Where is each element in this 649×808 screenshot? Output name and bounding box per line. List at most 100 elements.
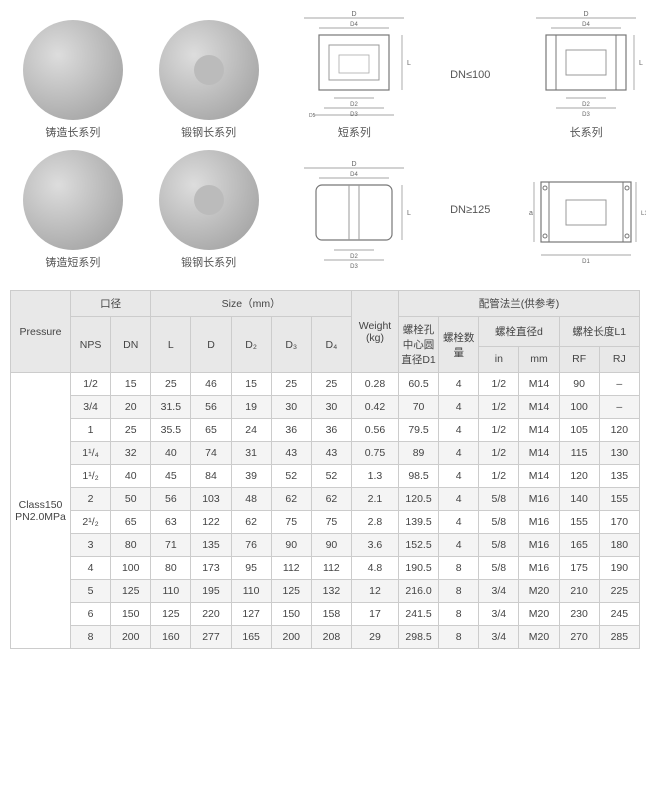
image-row-2: 铸造短系列 锻钢长系列 D D4 L D2: [10, 150, 649, 270]
cell-mm: M14: [519, 373, 559, 396]
cell-n: 4: [439, 488, 479, 511]
th-bolt-circle: 螺栓孔中心圆直径D1: [398, 317, 438, 373]
cell-D2: 95: [231, 557, 271, 580]
th-mm: mm: [519, 346, 559, 372]
svg-text:L: L: [639, 60, 643, 67]
cell-w: 3.6: [351, 534, 398, 557]
cell-nps: 6: [71, 603, 111, 626]
cell-dn: 125: [111, 580, 151, 603]
cell-mm: M14: [519, 396, 559, 419]
cell-D4: 90: [311, 534, 351, 557]
cell-D4: 208: [311, 626, 351, 649]
cell-n: 8: [439, 603, 479, 626]
image-cell: 锻钢长系列: [159, 20, 259, 140]
cell-D: 173: [191, 557, 231, 580]
svg-text:D4: D4: [582, 22, 590, 28]
cell-D4: 36: [311, 419, 351, 442]
cell-D3: 25: [271, 373, 311, 396]
cell-w: 2.1: [351, 488, 398, 511]
cell-D4: 30: [311, 396, 351, 419]
cell-w: 4.8: [351, 557, 398, 580]
cell-rj: 170: [599, 511, 639, 534]
svg-text:D2: D2: [350, 102, 358, 108]
cell-D: 56: [191, 396, 231, 419]
cell-dn: 15: [111, 373, 151, 396]
cell-D2: 31: [231, 442, 271, 465]
cell-nps: 1¹/₂: [71, 465, 111, 488]
cell-D3: 125: [271, 580, 311, 603]
cell-n: 4: [439, 534, 479, 557]
cell-d1: 120.5: [398, 488, 438, 511]
cell-nps: 3: [71, 534, 111, 557]
th-weight: Weight (kg): [351, 291, 398, 373]
cell-nps: 1¹/₄: [71, 442, 111, 465]
cell-L: 63: [151, 511, 191, 534]
cell-D3: 200: [271, 626, 311, 649]
cell-nps: 3/4: [71, 396, 111, 419]
cell-in: 5/8: [479, 534, 519, 557]
cell-in: 3/4: [479, 626, 519, 649]
cell-D3: 43: [271, 442, 311, 465]
cell-dn: 25: [111, 419, 151, 442]
cell-mm: M16: [519, 534, 559, 557]
cell-dn: 40: [111, 465, 151, 488]
th-rf: RF: [559, 346, 599, 372]
cell-mm: M16: [519, 511, 559, 534]
cell-d1: 79.5: [398, 419, 438, 442]
image-cell: D D4 L D2 D3 长系列: [526, 10, 646, 140]
svg-text:L: L: [407, 60, 411, 67]
cell-nps: 1/2: [71, 373, 111, 396]
svg-text:L1: L1: [641, 211, 646, 217]
cell-D3: 30: [271, 396, 311, 419]
cell-mm: M20: [519, 580, 559, 603]
cell-D4: 25: [311, 373, 351, 396]
valve-photo-cast-long: [23, 20, 123, 120]
diagram-long-series: D D4 L D2 D3: [526, 10, 646, 120]
table-row: 1¹/₂4045843952521.398.541/2M14120135: [11, 465, 640, 488]
cell-rf: 210: [559, 580, 599, 603]
cell-dn: 200: [111, 626, 151, 649]
th-D4: D₄: [311, 317, 351, 373]
cell-d1: 139.5: [398, 511, 438, 534]
svg-text:D: D: [352, 11, 357, 18]
table-row: 12535.5652436360.5679.541/2M14105120: [11, 419, 640, 442]
cell-D2: 24: [231, 419, 271, 442]
svg-text:L: L: [407, 210, 411, 217]
cell-in: 1/2: [479, 465, 519, 488]
svg-text:D3: D3: [350, 264, 358, 270]
cell-rj: 120: [599, 419, 639, 442]
svg-text:a: a: [529, 210, 533, 217]
dn-note: DN≤100: [450, 69, 490, 81]
table-row: 615012522012715015817241.583/4M20230245: [11, 603, 640, 626]
cell-rj: 285: [599, 626, 639, 649]
spec-table: Pressure 口径 Size（mm） Weight (kg) 配管法兰(供参…: [10, 290, 640, 649]
cell-D4: 112: [311, 557, 351, 580]
cell-D: 65: [191, 419, 231, 442]
cell-D4: 43: [311, 442, 351, 465]
th-D: D: [191, 317, 231, 373]
table-row: 380711357690903.6152.545/8M16165180: [11, 534, 640, 557]
cell-L: 31.5: [151, 396, 191, 419]
cell-D: 74: [191, 442, 231, 465]
image-cell: 铸造短系列: [23, 150, 123, 270]
cell-d1: 190.5: [398, 557, 438, 580]
svg-text:D1: D1: [582, 259, 590, 265]
cell-in: 5/8: [479, 488, 519, 511]
cell-w: 2.8: [351, 511, 398, 534]
cell-D3: 75: [271, 511, 311, 534]
cell-L: 40: [151, 442, 191, 465]
cell-n: 4: [439, 396, 479, 419]
cell-w: 0.28: [351, 373, 398, 396]
cell-nps: 5: [71, 580, 111, 603]
cell-d1: 241.5: [398, 603, 438, 626]
th-pressure: Pressure: [11, 291, 71, 373]
cell-mm: M14: [519, 442, 559, 465]
cell-D: 103: [191, 488, 231, 511]
cell-D3: 36: [271, 419, 311, 442]
cell-dn: 32: [111, 442, 151, 465]
image-label: 铸造长系列: [45, 124, 100, 140]
svg-text:D2: D2: [582, 102, 590, 108]
cell-dn: 80: [111, 534, 151, 557]
cell-w: 29: [351, 626, 398, 649]
cell-D: 46: [191, 373, 231, 396]
